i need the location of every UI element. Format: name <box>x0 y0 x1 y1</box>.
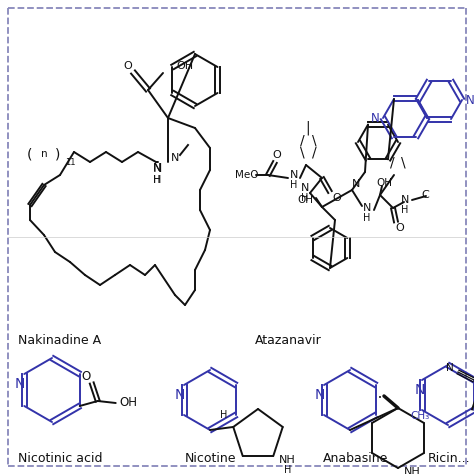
Text: N: N <box>352 179 360 189</box>
Text: OH: OH <box>120 396 138 410</box>
Text: MeO: MeO <box>235 170 258 180</box>
Text: N: N <box>465 93 474 107</box>
Text: H: H <box>401 205 409 215</box>
Text: H: H <box>219 410 227 420</box>
Text: O: O <box>124 61 132 71</box>
Text: H: H <box>283 465 291 474</box>
Text: O: O <box>273 150 282 160</box>
Text: N: N <box>153 163 161 173</box>
Text: O: O <box>333 193 341 203</box>
Text: OH: OH <box>176 61 193 71</box>
Text: Anabasine: Anabasine <box>323 452 388 465</box>
Text: O: O <box>396 223 404 233</box>
Text: Nicotinic acid: Nicotinic acid <box>18 452 102 465</box>
Text: N: N <box>290 170 298 180</box>
Text: \: \ <box>401 155 405 169</box>
Text: ): ) <box>55 147 61 161</box>
Text: NH: NH <box>279 455 296 465</box>
Text: 11: 11 <box>65 158 75 167</box>
Text: Nakinadine A: Nakinadine A <box>18 334 101 346</box>
Text: •: • <box>378 395 382 401</box>
Text: N: N <box>152 162 162 174</box>
Text: N: N <box>371 111 379 125</box>
Text: n: n <box>41 149 47 159</box>
Text: /: / <box>312 145 316 159</box>
Text: /: / <box>300 133 304 147</box>
Text: H: H <box>363 213 371 223</box>
Text: H: H <box>153 175 161 185</box>
Text: O: O <box>81 370 91 383</box>
Text: N: N <box>415 383 425 397</box>
Text: Atazanavir: Atazanavir <box>255 334 322 346</box>
Text: OH: OH <box>297 195 313 205</box>
Text: N: N <box>301 183 309 193</box>
Text: (: ( <box>27 147 33 161</box>
Text: C: C <box>421 190 429 200</box>
Text: N: N <box>175 388 185 402</box>
Text: H: H <box>290 180 298 190</box>
Text: N: N <box>15 377 26 391</box>
Text: NH: NH <box>404 467 420 474</box>
Text: N: N <box>363 203 371 213</box>
Text: N: N <box>171 153 179 163</box>
Text: \: \ <box>312 133 316 147</box>
Text: H: H <box>301 193 309 203</box>
Text: \: \ <box>300 145 304 159</box>
Text: |: | <box>306 121 310 135</box>
Text: H: H <box>153 175 161 185</box>
Text: /: / <box>390 155 394 169</box>
Text: OH: OH <box>376 178 392 188</box>
Text: CH₃: CH₃ <box>410 411 429 421</box>
Text: N: N <box>315 388 325 402</box>
Text: N: N <box>446 363 454 373</box>
Text: Ricin...: Ricin... <box>428 452 471 465</box>
Text: Nicotine: Nicotine <box>185 452 237 465</box>
Text: N: N <box>401 195 409 205</box>
